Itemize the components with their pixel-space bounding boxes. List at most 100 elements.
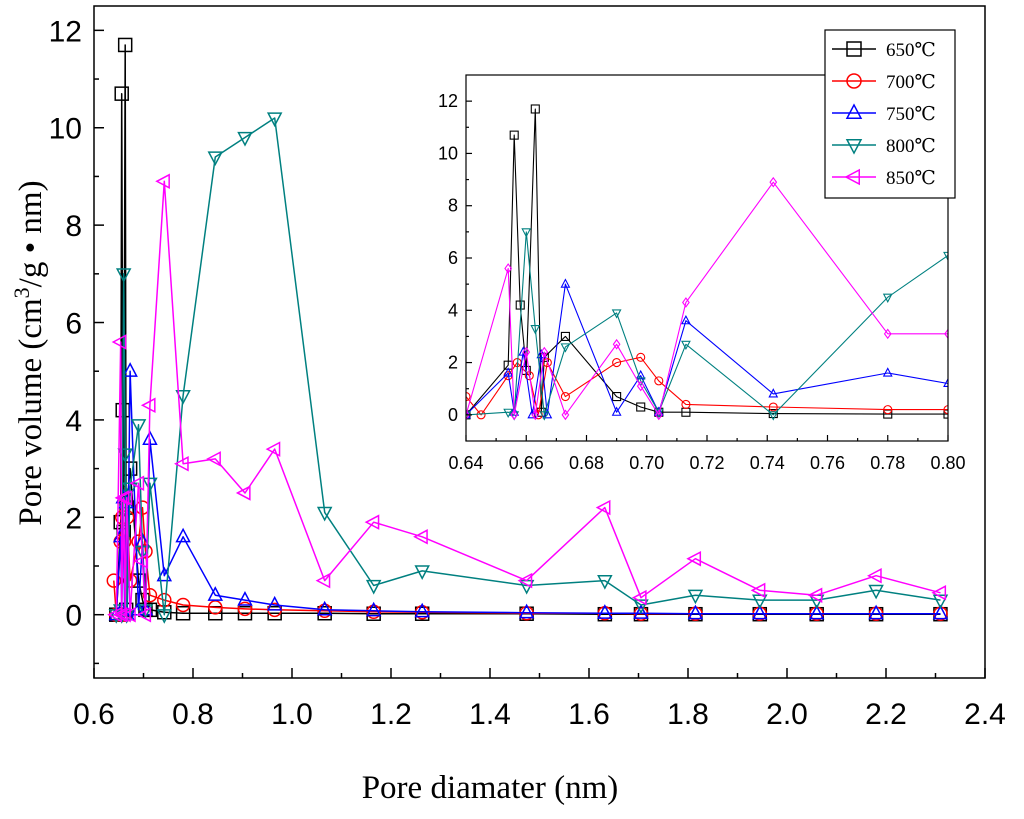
inset-point-850-13 <box>944 328 948 340</box>
inset-y-tick-label-6: 12 <box>438 91 458 111</box>
inset-y-tick-label-0: 0 <box>448 405 458 425</box>
legend-label-800: 800℃ <box>886 136 936 157</box>
inset-point-800-5 <box>539 411 550 421</box>
inset-point-850-1 <box>504 263 513 274</box>
main-series-800 <box>108 112 949 624</box>
inset-point-800-4 <box>530 325 541 335</box>
main-x-tick-label-2: 1.0 <box>271 698 313 731</box>
main-point-700-13 <box>175 597 191 613</box>
inset-point-800-7 <box>611 309 622 319</box>
inset-point-650-15 <box>943 409 948 419</box>
main-point-750-17 <box>316 600 333 616</box>
inset-point-800-10 <box>681 340 691 351</box>
inset-point-800-12 <box>882 293 893 303</box>
main-point-850-9 <box>136 606 152 623</box>
main-x-tick-label-1: 0.8 <box>172 698 214 731</box>
main-x-tick-label-5: 1.6 <box>568 698 610 731</box>
main-point-750-18 <box>365 601 382 617</box>
inset-point-700-1 <box>476 410 486 420</box>
inset-point-850-10 <box>682 297 690 308</box>
main-x-tick-label-8: 2.2 <box>865 698 907 731</box>
main-point-800-13 <box>207 151 224 167</box>
inset-point-750-8 <box>611 406 622 416</box>
main-point-650-5 <box>117 37 133 53</box>
inset-x-tick-label-4: 0.72 <box>689 453 724 473</box>
main-point-750-24 <box>752 604 768 620</box>
main-point-650-8 <box>122 461 138 476</box>
main-point-850-6 <box>121 606 136 623</box>
inset-series-700 <box>466 352 948 420</box>
main-point-850-26 <box>931 585 947 601</box>
main-point-800-17 <box>365 579 382 595</box>
inset-line-750 <box>466 283 948 416</box>
main-y-tick-label-6: 12 <box>49 15 82 48</box>
inset-point-750-4 <box>527 409 538 419</box>
main-line-850 <box>115 180 941 616</box>
inset-point-850-0 <box>466 409 470 421</box>
inset-point-750-11 <box>681 314 691 325</box>
inset-point-850-5 <box>540 346 549 358</box>
main-point-700-14 <box>208 600 223 615</box>
main-point-750-14 <box>207 586 224 601</box>
inset-point-750-13 <box>882 367 893 377</box>
main-point-850-20 <box>595 499 611 516</box>
main-point-800-11 <box>156 609 173 624</box>
main-point-850-21 <box>631 589 647 606</box>
main-point-850-12 <box>174 455 189 472</box>
inset-point-850-4 <box>531 409 540 421</box>
inset-point-700-0 <box>466 392 471 402</box>
inset-point-700-9 <box>636 352 646 362</box>
inset-point-850-8 <box>636 380 645 392</box>
inset-point-650-3 <box>515 300 525 310</box>
main-point-700-18 <box>366 604 381 620</box>
legend-marker-700 <box>846 73 862 89</box>
main-point-850-25 <box>867 567 882 584</box>
legend-item-700: 700℃ <box>832 72 936 93</box>
main-point-850-16 <box>315 572 331 589</box>
inset-point-650-10 <box>636 402 646 412</box>
inset-point-800-1 <box>503 408 514 419</box>
main-point-650-17 <box>267 605 282 621</box>
inset-point-750-6 <box>542 409 553 419</box>
inset-y-tick-label-3: 6 <box>448 248 458 268</box>
inset-point-850-3 <box>522 346 531 358</box>
legend-label-850: 850℃ <box>886 168 936 189</box>
inset-point-700-8 <box>612 358 622 368</box>
inset-point-850-9 <box>654 409 663 421</box>
legend-label-650: 650℃ <box>886 40 936 61</box>
main-point-800-20 <box>597 574 613 590</box>
main-point-800-18 <box>414 565 430 580</box>
inset-point-650-13 <box>768 408 778 419</box>
main-point-800-7 <box>130 419 147 434</box>
main-point-850-11 <box>155 173 170 190</box>
inset-line-850 <box>466 181 948 416</box>
x-axis-title: Pore diamater (nm) <box>362 770 619 806</box>
inset-x-tick-label-5: 0.74 <box>750 453 785 473</box>
main-point-850-15 <box>265 441 281 457</box>
main-point-800-3 <box>115 268 132 283</box>
inset-point-650-2 <box>509 130 519 140</box>
main-point-750-11 <box>142 430 158 446</box>
inset-point-700-14 <box>943 405 948 415</box>
inset-point-650-8 <box>560 331 570 341</box>
main-point-750-16 <box>266 595 283 611</box>
inset-point-700-12 <box>768 402 778 412</box>
legend-marker-800 <box>845 139 863 155</box>
main-point-650-13 <box>157 605 172 620</box>
inset-point-750-14 <box>943 377 948 388</box>
main-point-850-23 <box>750 582 766 599</box>
legend-item-850: 850℃ <box>832 168 936 189</box>
inset-line-700 <box>466 356 948 416</box>
inset-point-700-10 <box>654 376 664 386</box>
main-point-850-24 <box>807 587 823 603</box>
main-point-800-25 <box>868 584 884 600</box>
main-point-800-10 <box>142 477 158 493</box>
inset-x-tick-label-2: 0.68 <box>569 453 604 473</box>
main-point-800-21 <box>633 599 649 615</box>
main-y-tick-label-4: 8 <box>65 210 82 243</box>
main-point-850-8 <box>133 553 149 569</box>
main-line-800 <box>115 117 941 616</box>
inset-x-tick-label-0: 0.64 <box>448 453 483 473</box>
